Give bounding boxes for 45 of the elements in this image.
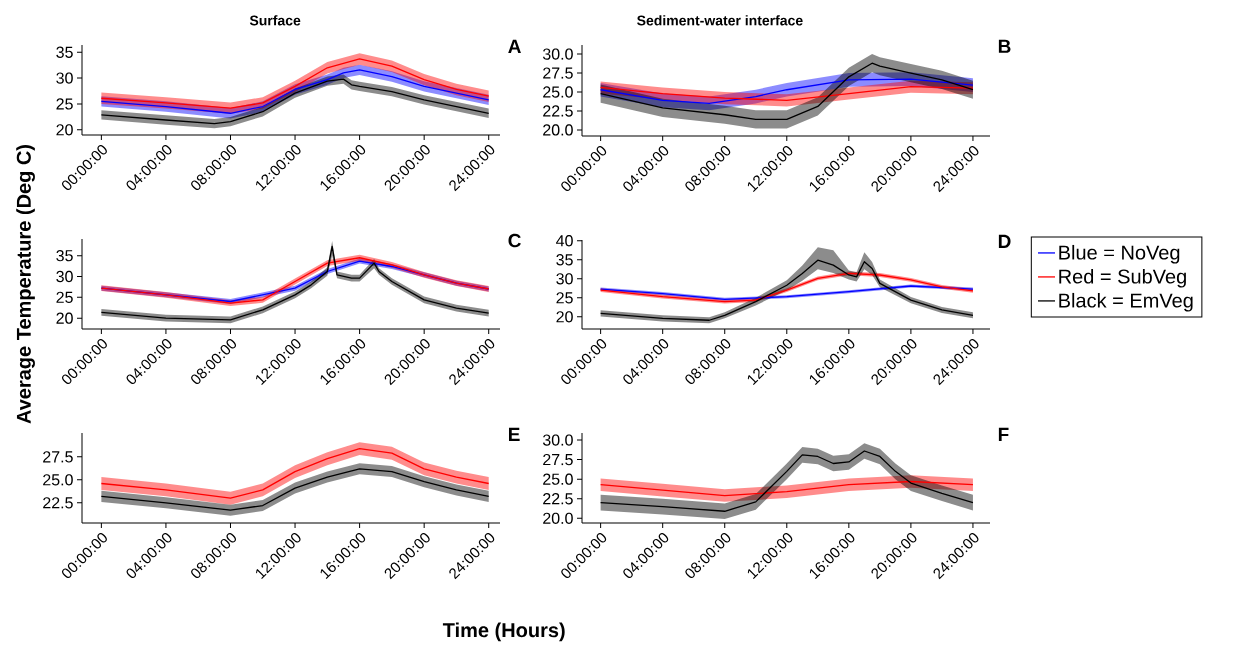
y-tick-label: 20 xyxy=(556,311,573,323)
y-tick-label: 25.0 xyxy=(543,86,573,98)
y-tick-label: 25.0 xyxy=(43,474,73,486)
y-axis-title: Average Temperature (Deg C) xyxy=(16,145,35,424)
chart-title: B xyxy=(998,39,1011,53)
line-series xyxy=(100,447,490,499)
legend-label: Blue = NoVeg xyxy=(1059,244,1180,264)
y-tick-label: 35 xyxy=(56,46,73,58)
y-tick-label: 22.5 xyxy=(43,497,73,509)
text: Surface xyxy=(249,15,301,26)
y-tick-label: 25.0 xyxy=(543,473,573,485)
y-tick-label: 30.0 xyxy=(542,48,573,60)
line-series xyxy=(599,86,974,102)
line-series xyxy=(599,480,974,497)
chart-title: C xyxy=(508,233,521,248)
line-series xyxy=(599,450,974,512)
line-series xyxy=(599,259,974,321)
y-tick-label: 25 xyxy=(556,292,573,304)
chart-title: A xyxy=(508,39,521,53)
y-tick-label: 22.5 xyxy=(543,493,573,505)
y-tick-label: 20 xyxy=(56,124,73,136)
y-tick-label: 30 xyxy=(556,273,573,285)
legend-label: Black = EmVeg xyxy=(1059,292,1193,312)
legend-label: Red = SubVeg xyxy=(1059,268,1186,288)
y-tick-label: 35 xyxy=(56,250,73,262)
y-tick-label: 20 xyxy=(56,312,73,324)
y-tick-label: 20.0 xyxy=(543,512,573,524)
y-tick-label: 40 xyxy=(556,235,573,247)
line-series xyxy=(599,62,974,120)
y-tick-label: 27.5 xyxy=(543,453,573,466)
text: Sediment-water interface xyxy=(637,15,803,26)
y-tick-label: 27.5 xyxy=(543,67,573,79)
y-tick-label: 30.0 xyxy=(542,434,573,446)
chart-title: D xyxy=(998,234,1011,248)
y-tick-label: 27.5 xyxy=(43,451,73,463)
x-axis-title: Time (Hours) xyxy=(442,622,565,642)
y-tick-label: 25 xyxy=(56,291,73,303)
y-tick-label: 35 xyxy=(556,254,573,266)
chart-title: E xyxy=(508,427,520,441)
y-tick-label: 25 xyxy=(56,98,73,110)
y-tick-label: 20.0 xyxy=(543,124,573,136)
chart-title: F xyxy=(998,427,1009,441)
y-tick-label: 30 xyxy=(56,270,73,283)
y-tick-label: 30 xyxy=(56,72,73,84)
y-tick-label: 22.5 xyxy=(543,105,573,117)
